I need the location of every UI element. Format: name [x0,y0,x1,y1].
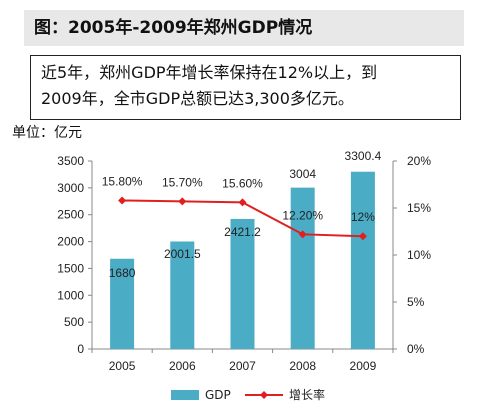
gdp-bar [350,171,375,349]
growth-rate-data-label: 15.80% [102,174,143,188]
gdp-bar [110,258,135,349]
legend-label-growth: 增长率 [289,387,325,402]
gdp-data-label: 3004 [289,167,316,181]
y-tick-label: 0 [77,342,84,356]
gdp-bar [170,241,195,349]
x-tick-label: 2005 [109,359,136,373]
gdp-data-label: 2001.5 [164,247,201,261]
x-tick-label: 2009 [350,359,377,373]
summary-line-1: 近5年，郑州GDP年增长率保持在12%以上，到 [41,63,378,82]
growth-rate-data-label: 12% [351,210,375,224]
y2-tick-label: 20% [407,154,431,168]
y-tick-label: 2000 [57,235,84,249]
summary-box: 近5年，郑州GDP年增长率保持在12%以上，到 2009年，全市GDP总额已达3… [30,55,461,120]
y-tick-label: 3000 [57,181,84,195]
growth-rate-point [178,197,187,206]
gdp-data-label: 3300.4 [345,149,382,163]
growth-rate-point [238,198,247,207]
growth-rate-data-label: 12.20% [282,208,323,222]
x-tick-label: 2006 [169,359,196,373]
gdp-data-label: 1680 [109,266,136,280]
growth-rate-point [358,232,367,241]
y2-tick-label: 5% [407,295,425,309]
y2-tick-label: 0% [407,342,425,356]
growth-rate-point [298,230,307,239]
chart-title: 图：2005年-2009年郑州GDP情况 [24,10,464,46]
gdp-data-label: 2421.2 [224,225,261,239]
y-tick-label: 500 [64,315,84,329]
y-tick-label: 1500 [57,261,84,275]
gdp-bar [290,187,315,349]
y2-tick-label: 10% [407,248,431,262]
x-tick-label: 2008 [289,359,316,373]
growth-rate-point [118,196,127,205]
legend-swatch-gdp [171,390,199,400]
y-tick-label: 1000 [57,288,84,302]
legend-label-gdp: GDP [205,388,231,402]
x-tick-label: 2007 [229,359,256,373]
y2-tick-label: 15% [407,201,431,215]
legend-swatch-growth-marker [260,391,268,399]
y-tick-label: 3500 [57,154,84,168]
y-tick-label: 2500 [57,208,84,222]
growth-rate-data-label: 15.60% [222,176,263,190]
unit-label: 单位：亿元 [12,125,82,141]
growth-rate-data-label: 15.70% [162,175,203,189]
summary-line-2: 2009年，全市GDP总额已达3,300多亿元。 [41,89,354,108]
gdp-chart: 0 500 1000 1500 2000 2500 3000 3500 0% 5% 10% 15% 20… [57,149,431,402]
gdp-bar [230,218,255,349]
